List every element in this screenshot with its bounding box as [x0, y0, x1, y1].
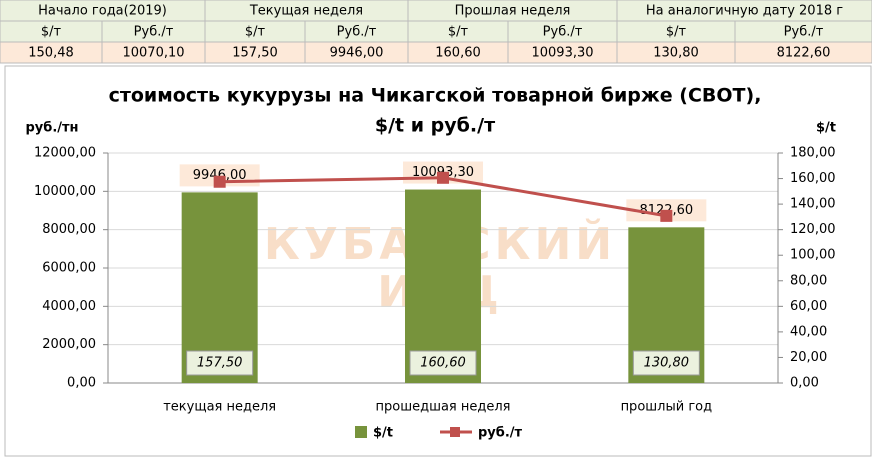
y-tick-label: 10000,00	[34, 184, 96, 199]
data-text: 160,60	[435, 46, 481, 61]
value-label: 130,80	[644, 356, 690, 371]
value-label-bg	[632, 350, 700, 376]
y2-tick-label: 80,00	[790, 273, 827, 288]
legend-label: $/t	[373, 426, 393, 441]
x-tick-label: прошедшая неделя	[375, 400, 510, 415]
subheader-text: Руб./т	[337, 25, 377, 40]
y2-tick-label: 20,00	[790, 350, 827, 365]
data-text: 157,50	[232, 46, 278, 61]
value-label: 157,50	[197, 356, 243, 371]
chart-subtitle: $/t и руб./т	[375, 115, 495, 137]
y2-tick-label: 180,00	[790, 146, 836, 161]
value-label: 9946,00	[193, 168, 247, 183]
y-tick-label: 4000,00	[42, 299, 96, 314]
data-text: 8122,60	[777, 46, 831, 61]
subheader-text: $/т	[666, 25, 687, 40]
y-axis-label: руб./тн	[25, 121, 78, 136]
legend-swatch	[450, 427, 460, 437]
y-tick-label: 12000,00	[34, 146, 96, 161]
y-tick-label: 0,00	[67, 376, 96, 391]
y-tick-label: 2000,00	[42, 337, 96, 352]
marker	[437, 171, 449, 184]
x-tick-label: прошлый год	[621, 400, 713, 415]
header-text: Текущая неделя	[249, 4, 363, 19]
subheader-text: Руб./т	[784, 25, 824, 40]
legend-label: руб./т	[478, 426, 523, 441]
x-tick-label: текущая неделя	[163, 400, 276, 415]
marker	[660, 209, 673, 222]
value-label-bg	[186, 350, 254, 376]
y2-tick-label: 160,00	[790, 171, 836, 186]
y2-tick-label: 120,00	[790, 222, 836, 237]
subheader-text: $/т	[41, 25, 62, 40]
subheader-text: $/т	[245, 25, 266, 40]
header-text: Начало года(2019)	[38, 4, 167, 19]
y2-axis-label: $/t	[816, 121, 836, 136]
data-text: 130,80	[653, 46, 699, 61]
y2-tick-label: 60,00	[790, 299, 827, 314]
data-text: 10070,10	[122, 46, 184, 61]
y-tick-label: 6000,00	[42, 261, 96, 276]
legend-swatch	[355, 426, 367, 438]
chart-title: стоимость кукурузы на Чикагской товарной…	[109, 85, 762, 107]
subheader-text: Руб./т	[134, 25, 174, 40]
y-tick-label: 8000,00	[42, 222, 96, 237]
data-text: 10093,30	[531, 46, 593, 61]
data-text: 150,48	[28, 46, 74, 61]
y2-tick-label: 40,00	[790, 324, 827, 339]
data-cell	[734, 41, 872, 64]
value-label: 160,60	[420, 356, 466, 371]
subheader-text: Руб./т	[543, 25, 583, 40]
value-label-bg	[409, 350, 477, 376]
data-text: 9946,00	[330, 46, 384, 61]
header-text: На аналогичную дату 2018 г	[646, 4, 843, 19]
subheader-text: $/т	[448, 25, 469, 40]
y2-tick-label: 100,00	[790, 248, 836, 263]
y2-tick-label: 0,00	[790, 376, 819, 391]
y2-tick-label: 140,00	[790, 197, 836, 212]
marker	[213, 175, 226, 188]
header-text: Прошлая неделя	[455, 4, 571, 19]
